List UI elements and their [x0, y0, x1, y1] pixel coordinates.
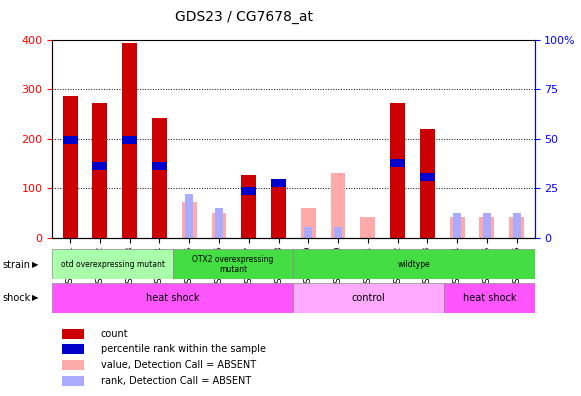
Bar: [293, 283, 444, 313]
Text: ▶: ▶: [32, 293, 38, 302]
Bar: [173, 249, 293, 279]
Bar: [241, 187, 256, 194]
Bar: [152, 118, 167, 238]
Bar: [92, 162, 107, 170]
Bar: [63, 136, 78, 144]
Text: otd overexpressing mutant: otd overexpressing mutant: [60, 260, 164, 269]
Bar: [215, 208, 223, 238]
Bar: [271, 179, 286, 187]
Bar: [62, 360, 84, 370]
Bar: [271, 179, 286, 238]
Bar: [420, 173, 435, 181]
Bar: [92, 103, 107, 238]
Bar: [390, 103, 405, 238]
Text: heat shock: heat shock: [462, 293, 516, 303]
Text: rank, Detection Call = ABSENT: rank, Detection Call = ABSENT: [101, 376, 251, 386]
Bar: [509, 217, 524, 238]
Bar: [52, 283, 293, 313]
Bar: [334, 227, 342, 238]
Bar: [304, 227, 313, 238]
Bar: [331, 173, 346, 238]
Text: ▶: ▶: [32, 260, 38, 269]
Bar: [62, 344, 84, 354]
Text: percentile rank within the sample: percentile rank within the sample: [101, 344, 266, 354]
Bar: [479, 217, 494, 238]
Text: count: count: [101, 329, 128, 339]
Text: OTX2 overexpressing
mutant: OTX2 overexpressing mutant: [192, 255, 274, 274]
Bar: [453, 213, 461, 238]
Bar: [182, 202, 196, 238]
Bar: [301, 208, 315, 238]
Text: heat shock: heat shock: [146, 293, 200, 303]
Bar: [444, 283, 535, 313]
Bar: [122, 43, 137, 238]
Bar: [293, 249, 535, 279]
Bar: [122, 136, 137, 144]
Text: GDS23 / CG7678_at: GDS23 / CG7678_at: [175, 10, 313, 24]
Bar: [63, 95, 78, 238]
Bar: [62, 376, 84, 386]
Bar: [52, 249, 173, 279]
Text: shock: shock: [3, 293, 31, 303]
Bar: [152, 162, 167, 170]
Bar: [390, 159, 405, 167]
Bar: [62, 329, 84, 339]
Bar: [450, 217, 465, 238]
Text: strain: strain: [3, 259, 31, 270]
Text: control: control: [352, 293, 386, 303]
Bar: [185, 194, 193, 238]
Bar: [420, 129, 435, 238]
Text: wildtype: wildtype: [397, 260, 431, 269]
Bar: [211, 213, 227, 238]
Text: value, Detection Call = ABSENT: value, Detection Call = ABSENT: [101, 360, 256, 370]
Bar: [512, 213, 521, 238]
Bar: [360, 217, 375, 238]
Bar: [483, 213, 491, 238]
Bar: [241, 175, 256, 238]
